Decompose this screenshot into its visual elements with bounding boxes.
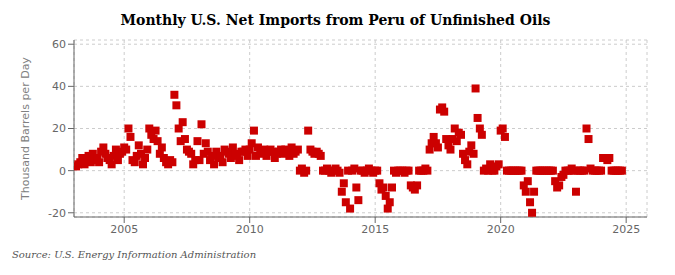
svg-text:2010: 2010 [236, 223, 264, 236]
html-text:Source: U.S. Energy Informatio: Source: U.S. Energy Information Administ… [12, 249, 257, 260]
svg-text:40: 40 [52, 80, 66, 93]
svg-text:2015: 2015 [361, 223, 389, 236]
svg-text:2005: 2005 [110, 223, 138, 236]
svg-text:20: 20 [52, 122, 66, 135]
svg-text:60: 60 [52, 38, 66, 51]
svg-text:-20: -20 [48, 207, 66, 220]
svg-text:2020: 2020 [487, 223, 515, 236]
svg-text:Thousand Barrels per Day: Thousand Barrels per Day [19, 57, 32, 201]
svg-text:0: 0 [59, 165, 66, 178]
html-text:Monthly U.S. Net Imports from: Monthly U.S. Net Imports from Peru of Un… [120, 12, 551, 28]
svg-text:2025: 2025 [612, 223, 640, 236]
